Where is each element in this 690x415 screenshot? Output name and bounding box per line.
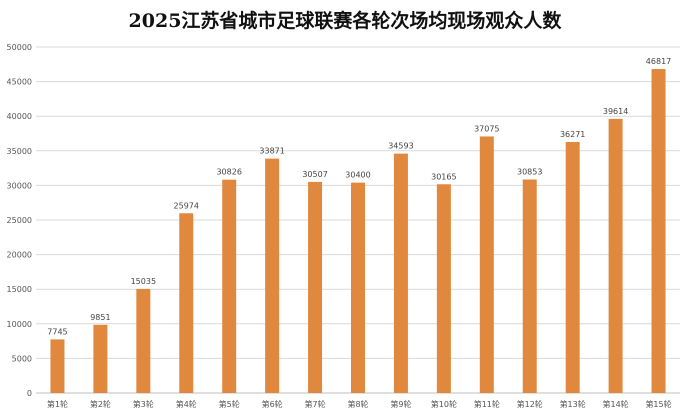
y-tick-label: 35000 <box>7 147 32 156</box>
y-tick-label: 30000 <box>7 181 32 190</box>
x-category-label: 第12轮 <box>517 399 543 409</box>
bar <box>651 69 666 393</box>
data-label: 30400 <box>345 171 370 180</box>
y-tick-label: 10000 <box>7 320 32 329</box>
x-category-label: 第5轮 <box>219 399 240 409</box>
data-label: 46817 <box>646 57 671 66</box>
data-label: 15035 <box>131 277 156 286</box>
bar <box>308 181 323 393</box>
x-category-label: 第10轮 <box>431 399 457 409</box>
bar <box>351 182 365 393</box>
y-tick-label: 15000 <box>7 285 32 294</box>
bar <box>93 324 108 393</box>
x-axis-categories: 第1轮 第2轮 第3轮 第4轮 第5轮 第6轮 第7轮 第8轮 第9轮 第10轮 第11轮 第12轮 第… <box>47 399 672 409</box>
data-label: 34593 <box>388 142 413 151</box>
bars <box>50 69 666 394</box>
x-category-label: 第15轮 <box>645 399 671 409</box>
bar <box>179 213 194 393</box>
data-labels: 7745 9851 15035 25974 30826 33871 30507 30400 34… <box>47 57 671 336</box>
data-label: 36271 <box>560 130 585 139</box>
data-label: 33871 <box>259 147 284 156</box>
data-label: 30853 <box>517 167 542 176</box>
x-category-label: 第9轮 <box>390 399 411 409</box>
y-tick-label: 0 <box>27 389 32 398</box>
y-tick-label: 25000 <box>7 216 32 225</box>
x-category-label: 第7轮 <box>305 399 326 409</box>
data-label: 25974 <box>174 201 199 210</box>
data-label: 7745 <box>47 327 67 336</box>
x-category-label: 第11轮 <box>474 399 500 409</box>
x-category-label: 第4轮 <box>176 399 197 409</box>
bar <box>393 153 408 393</box>
bar <box>436 184 451 393</box>
y-tick-label: 20000 <box>7 251 32 260</box>
bar <box>136 288 151 393</box>
x-category-label: 第2轮 <box>90 399 111 409</box>
bar <box>479 136 494 394</box>
bar <box>222 179 237 393</box>
y-tick-label: 5000 <box>12 354 32 363</box>
y-tick-label: 45000 <box>7 78 32 87</box>
x-category-label: 第13轮 <box>560 399 586 409</box>
data-label: 30826 <box>216 168 241 177</box>
chart-title: 2025江苏省城市足球联赛各轮次场均现场观众人数 <box>128 10 562 32</box>
bar <box>265 158 280 393</box>
bar <box>565 142 580 393</box>
data-label: 9851 <box>90 313 110 322</box>
bar <box>608 118 623 393</box>
data-label: 37075 <box>474 124 499 133</box>
data-label: 30507 <box>302 170 327 179</box>
y-tick-label: 50000 <box>7 43 32 52</box>
data-label: 30165 <box>431 172 456 181</box>
x-category-label: 第6轮 <box>262 399 283 409</box>
bar <box>522 179 537 393</box>
y-tick-label: 40000 <box>7 112 32 121</box>
y-axis-ticks: 0 5000 10000 15000 20000 25000 30000 35000 40000… <box>7 43 32 398</box>
bar <box>50 339 65 393</box>
x-category-label: 第1轮 <box>47 399 68 409</box>
x-category-label: 第14轮 <box>603 399 629 409</box>
x-category-label: 第8轮 <box>347 399 368 409</box>
data-label: 39614 <box>603 107 628 116</box>
x-category-label: 第3轮 <box>133 399 154 409</box>
